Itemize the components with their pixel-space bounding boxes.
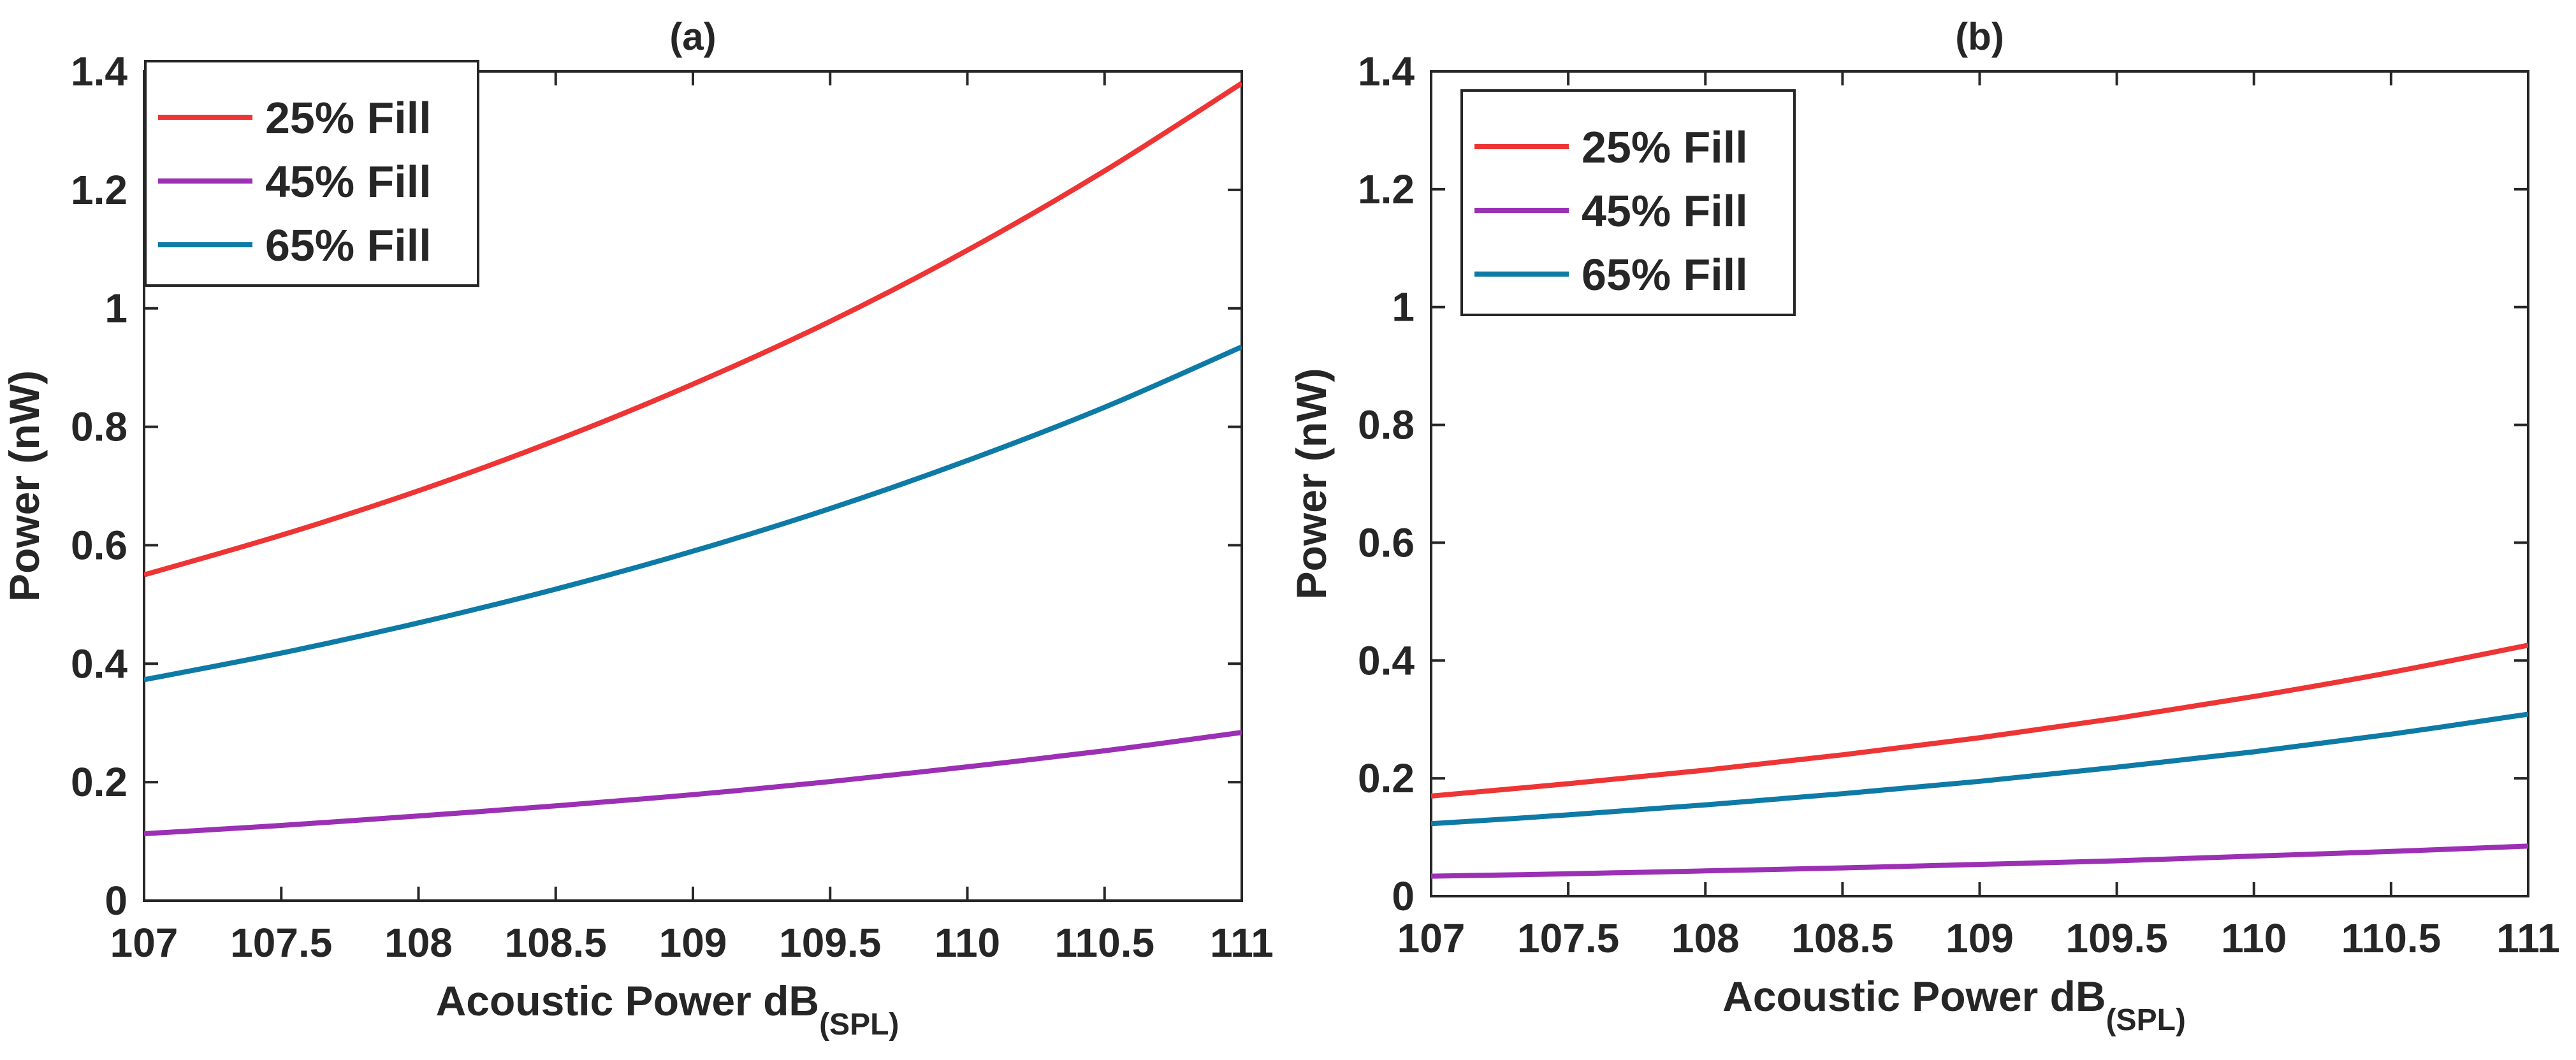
series-line-65-fill-fill — [144, 344, 1242, 683]
chart-title: (a) — [669, 15, 716, 58]
y-axis-label: Power (nW) — [1, 370, 48, 602]
legend-label-25-fill: 25% Fill — [265, 93, 432, 143]
x-tick-label: 108.5 — [505, 920, 607, 966]
legend-label-45-fill: 45% Fill — [1582, 186, 1748, 236]
x-tick-label: 110.5 — [2341, 915, 2441, 961]
chart-title: (b) — [1955, 15, 2004, 58]
x-axis-label-subscript: (SPL) — [2106, 1003, 2186, 1037]
legend: 25% Fill 45% Fill 65% Fill — [144, 60, 479, 287]
x-tick-label: 111 — [2496, 915, 2560, 961]
legend-label-25-fill: 25% Fill — [1582, 122, 1748, 172]
x-axis-label: Acoustic Power dB(SPL) — [436, 977, 899, 1042]
y-tick-label: 1.2 — [71, 167, 127, 213]
legend-label-45-fill: 45% Fill — [265, 157, 432, 207]
legend: 25% Fill 45% Fill 65% Fill — [1460, 89, 1796, 316]
x-tick-label: 109.5 — [779, 920, 881, 966]
x-axis-label-main: Acoustic Power dB — [436, 977, 819, 1024]
x-tick-label: 111 — [1210, 920, 1274, 966]
x-axis-label: Acoustic Power dB(SPL) — [1722, 973, 2186, 1037]
x-axis-label-main: Acoustic Power dB — [1722, 973, 2106, 1020]
y-tick-label: 1.4 — [1358, 48, 1415, 94]
x-tick-label: 107.5 — [1517, 915, 1619, 961]
y-tick-label: 0.8 — [71, 404, 127, 450]
y-tick-label: 1 — [105, 286, 127, 331]
x-tick-label: 110 — [2221, 915, 2287, 961]
y-tick-label: 0.4 — [71, 641, 127, 686]
x-tick-label: 110 — [935, 920, 1000, 966]
y-tick-label: 0 — [1392, 873, 1415, 919]
series-line-25-fill-fill — [1431, 643, 2528, 799]
x-tick-label: 107 — [1397, 915, 1466, 961]
legend-box — [1460, 89, 1796, 316]
x-tick-label: 110.5 — [1054, 920, 1154, 966]
x-tick-label: 108.5 — [1791, 915, 1893, 961]
y-tick-label: 0.2 — [71, 759, 127, 805]
chart-panel-b: 107 107.5 108 108.5 109 109.5 110 110.5 111 0 0.2 0… — [1288, 15, 2560, 1037]
x-tick-label: 109.5 — [2066, 915, 2168, 961]
y-tick-label: 0.6 — [1358, 519, 1415, 565]
legend-box — [144, 60, 479, 287]
y-tick-label: 1.2 — [1358, 166, 1415, 212]
y-tick-label: 0.2 — [1358, 755, 1415, 801]
y-axis-label: Power (nW) — [1288, 368, 1335, 600]
legend-label-65-fill: 65% Fill — [265, 221, 432, 270]
x-axis-label-subscript: (SPL) — [819, 1008, 899, 1042]
x-tick-label: 107 — [110, 920, 178, 966]
series-line-45-fill-fill — [144, 730, 1242, 836]
series-line-65-fill-fill — [1431, 711, 2528, 827]
x-tick-label: 109 — [1946, 915, 2014, 961]
legend-label-65-fill: 65% Fill — [1582, 250, 1748, 300]
y-tick-label: 0.4 — [1358, 637, 1415, 683]
y-tick-label: 1 — [1392, 284, 1415, 330]
series-line-45-fill-fill — [1431, 843, 2528, 879]
x-tick-label: 107.5 — [230, 920, 332, 966]
x-tick-label: 109 — [659, 920, 727, 966]
y-tick-label: 1.4 — [71, 48, 127, 94]
series-line-25-fill-fill — [144, 81, 1242, 577]
y-tick-label: 0.8 — [1358, 402, 1415, 448]
chart-panel-a: 107 107.5 108 108.5 109 109.5 110 110.5 111 0 0.2 0… — [1, 15, 1274, 1042]
y-tick-label: 0.6 — [71, 522, 127, 568]
y-tick-label: 0 — [105, 878, 127, 924]
x-tick-label: 108 — [1671, 915, 1740, 961]
x-tick-label: 108 — [384, 920, 453, 966]
